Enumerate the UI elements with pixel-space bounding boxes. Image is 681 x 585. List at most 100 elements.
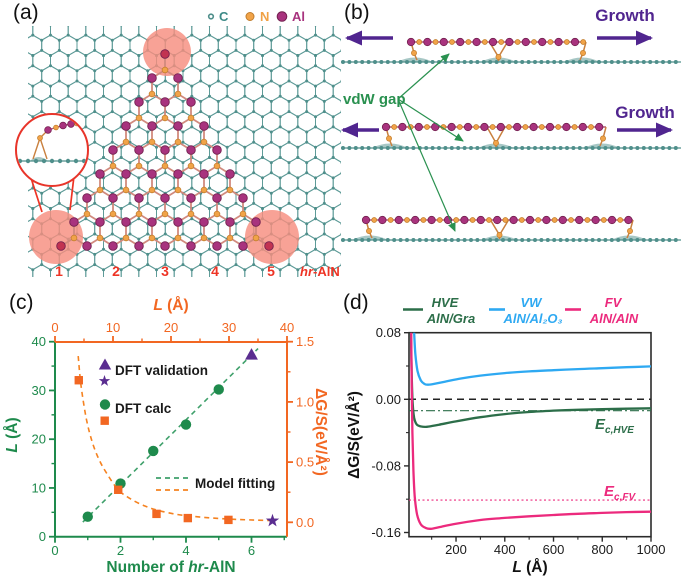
vdw-gap-arrow [397, 53, 450, 100]
aluminum-atom [225, 217, 235, 227]
c-data-point-circle [213, 384, 224, 395]
nitrogen-atom [161, 162, 169, 170]
c-legend-fit: Model fitting [195, 476, 275, 491]
aluminum-atom [212, 241, 222, 251]
d-x-tick-label: 1000 [637, 542, 666, 557]
c-data-point-square [152, 509, 161, 519]
aluminum-atom [173, 169, 183, 179]
d-x-tick-label: 200 [445, 542, 467, 557]
nitrogen-atom [135, 210, 143, 218]
d-annotation-ec-fv: Ec,FV [604, 483, 636, 503]
c-left-tick-label: 20 [32, 432, 46, 447]
aluminum-atom [147, 121, 157, 131]
c-data-point-square [183, 513, 193, 523]
growth-label-1: Growth [595, 6, 655, 25]
aluminum-atom [173, 121, 183, 131]
nitrogen-atom [122, 234, 130, 242]
c-bottom-tick-label: 4 [182, 543, 189, 558]
d-y-tick-label: 0.08 [376, 325, 401, 340]
nitrogen-atom [83, 210, 91, 218]
d-legend-hve-2: AlN/Gra [426, 311, 475, 326]
ring-number-5: 5 [267, 263, 275, 279]
c-right-axis-label: ΔG/S(eV/Å²) [312, 388, 329, 476]
aluminum-atom [82, 241, 92, 251]
aluminum-atom [238, 193, 248, 203]
c-left-tick-label: 0 [39, 529, 46, 544]
aluminum-atom [160, 193, 170, 203]
nitrogen-atom [226, 234, 234, 242]
aluminum-atom [108, 145, 118, 155]
d-y-tick-label: -0.16 [371, 525, 401, 540]
nitrogen-atom [109, 162, 117, 170]
aluminum-atom [212, 145, 222, 155]
c-bottom-tick-label: 0 [51, 543, 58, 558]
nitrogen-atom [109, 210, 117, 218]
c-legend-validation: DFT validation [115, 363, 208, 378]
nitrogen-atom [174, 138, 182, 146]
aluminum-atom [199, 121, 209, 131]
nitrogen-atom [161, 114, 169, 122]
d-annotation-ec-hve: Ec,HVE [595, 416, 634, 436]
c-legend-triangle-icon [98, 358, 112, 370]
aluminum-atom [134, 241, 144, 251]
aluminum-atom [264, 241, 274, 251]
nitrogen-atom [174, 186, 182, 194]
ring-number-1: 1 [55, 263, 63, 279]
c-data-point-circle [82, 511, 93, 522]
aluminum-atom [95, 169, 105, 179]
c-legend-markers [98, 358, 189, 491]
panel-d-label: (d) [343, 291, 369, 314]
c-right-tick-label: 1.0 [296, 394, 314, 409]
panel-d-chart: 200 400 600 800 1000 0.08 0.00 -0.08 -0.16 ΔG/S(… [346, 295, 665, 576]
nitrogen-atom [148, 90, 156, 98]
aluminum-atom [238, 241, 248, 251]
aluminum-legend-icon [276, 11, 288, 22]
nitrogen-atom [187, 114, 195, 122]
d-curve [410, 332, 651, 531]
d-x-tick-label: 400 [494, 542, 516, 557]
aluminum-atom [147, 217, 157, 227]
nitrogen-atom [187, 210, 195, 218]
d-legend-hve-1: HVE [432, 295, 459, 310]
vdw-gap-arrow [397, 98, 464, 142]
aluminum-atom [160, 241, 170, 251]
aluminum-atom [186, 97, 196, 107]
c-axes: 0 2 4 6 0 10 20 30 40 0 10 20 30 40 0.0 0.5 1.0 1.5 [32, 320, 315, 558]
c-left-axis-label: L (Å) [4, 417, 21, 452]
aluminum-atom [212, 193, 222, 203]
aluminum-atom [225, 169, 235, 179]
panel-c-label: (c) [9, 291, 34, 314]
hr-aln-caption: hr-AlN [300, 264, 340, 279]
aln-ribbon [381, 122, 607, 147]
d-x-axis-label: L (Å) [512, 559, 547, 576]
nitrogen-atom [70, 234, 78, 242]
aluminum-atom [108, 193, 118, 203]
nitrogen-atom [96, 234, 104, 242]
growth-stage-structures [341, 37, 681, 242]
aluminum-atom [82, 193, 92, 203]
c-data-point-square [224, 515, 233, 525]
c-top-tick-label: 10 [106, 320, 120, 335]
substrate-graphene [341, 57, 681, 64]
c-data-point-square [114, 485, 123, 494]
aln-island [56, 49, 274, 251]
c-bottom-tick-label: 2 [117, 543, 124, 558]
d-legend-vw-1: VW [521, 295, 544, 310]
d-y-tick-label: 0.00 [376, 392, 401, 407]
c-data-point-square [74, 376, 83, 385]
nitrogen-atom [135, 162, 143, 170]
c-top-tick-label: 30 [222, 320, 236, 335]
d-y-axis-label: ΔG/S(eV/Å²) [346, 391, 363, 479]
ring-number-3: 3 [161, 263, 169, 279]
panel-a-figure: C N Al 1 2 3 4 5 hr-AlN [15, 9, 341, 279]
c-left-tick-label: 10 [32, 480, 46, 495]
c-data-point-triangle [245, 348, 258, 360]
c-right-tick-label: 0.5 [296, 455, 314, 470]
nitrogen-atom [148, 138, 156, 146]
d-legend-fv-2: AlN/AlN [589, 311, 639, 326]
aluminum-atom [121, 169, 131, 179]
aluminum-atom [186, 145, 196, 155]
c-legend-square-icon [100, 416, 109, 425]
c-bottom-axis-label: Number of hr-AlN [106, 559, 235, 576]
d-axes: 200 400 600 800 1000 0.08 0.00 -0.08 -0.16 [371, 325, 665, 557]
